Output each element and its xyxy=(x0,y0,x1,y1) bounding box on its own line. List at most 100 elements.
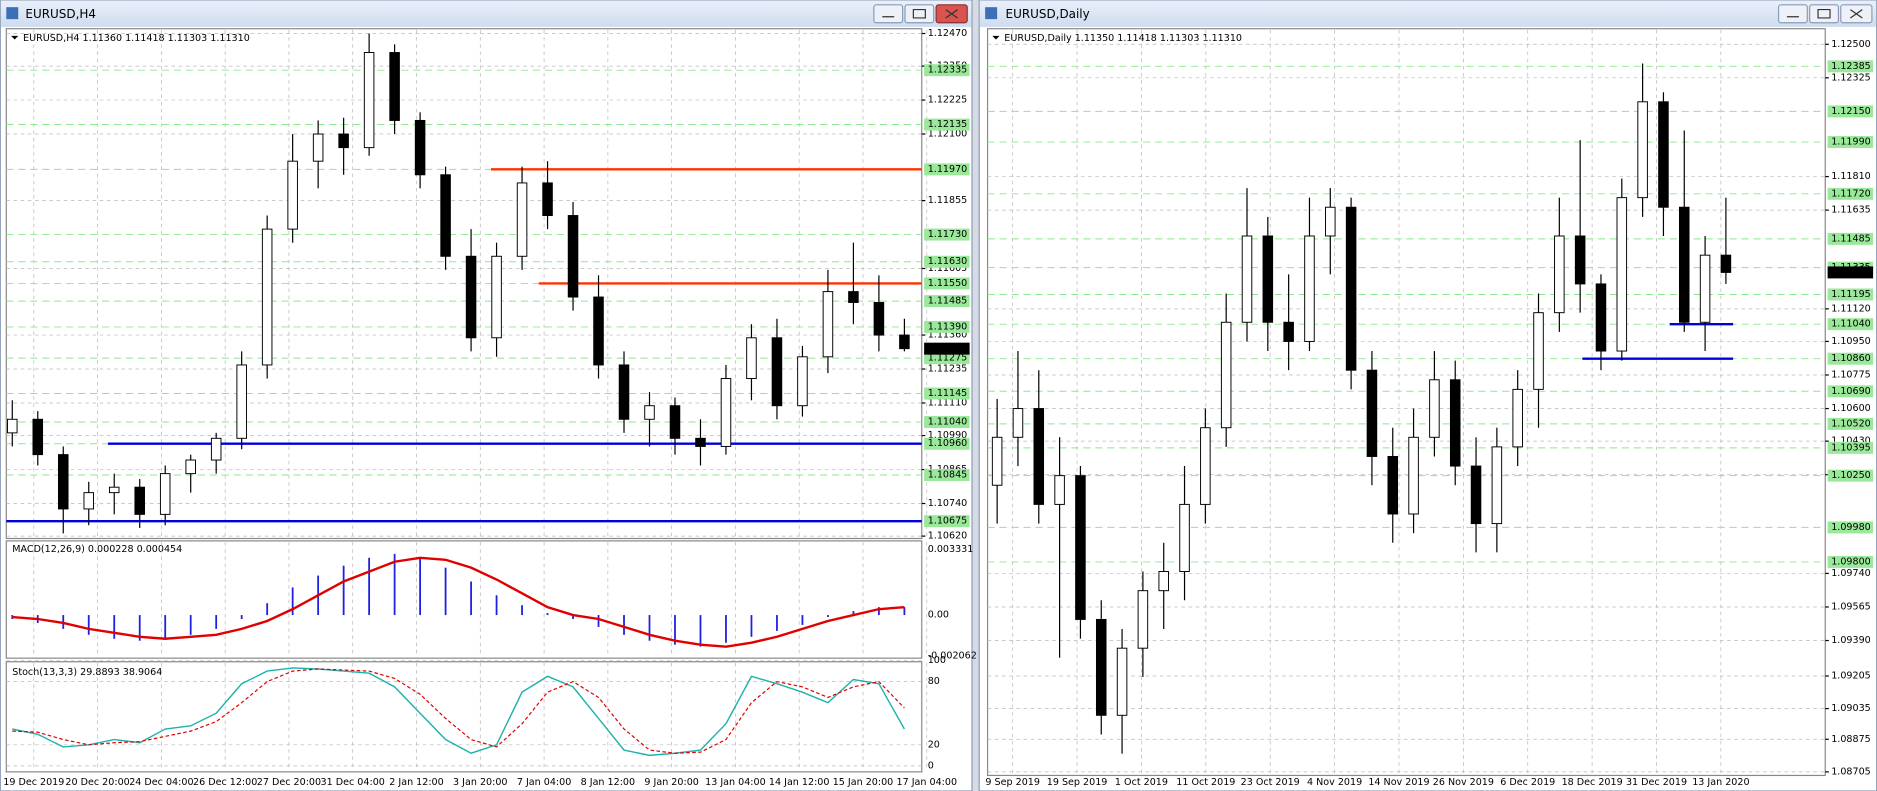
level-label: 1.11485 xyxy=(1831,233,1871,244)
level-label: 1.11485 xyxy=(928,296,968,307)
level-tag xyxy=(1827,385,1874,398)
candle-body xyxy=(363,52,375,149)
price-tick-label: 1.12225 xyxy=(928,95,968,106)
level-label: 1.10675 xyxy=(928,516,968,527)
stoch-axis-label: 100 xyxy=(928,655,946,666)
candle-body xyxy=(593,296,604,366)
candle-body xyxy=(1262,235,1274,323)
window-icon xyxy=(6,7,19,20)
candle-body xyxy=(516,182,528,257)
macd-axis-label: 0.00 xyxy=(928,610,949,621)
time-label: 23 Oct 2019 xyxy=(1241,777,1300,788)
level-label: 1.11275 xyxy=(928,353,968,364)
candle-body xyxy=(1283,321,1294,342)
price-tick-label: 1.10950 xyxy=(1831,336,1871,347)
level-label: 1.11550 xyxy=(928,278,968,289)
price-tick-label: 1.09205 xyxy=(1831,670,1871,681)
candle-body xyxy=(1387,455,1399,515)
level-tag xyxy=(1827,232,1874,245)
price-tick-label: 1.08875 xyxy=(1831,734,1871,745)
window-icon xyxy=(985,7,998,20)
level-label: 1.11630 xyxy=(928,256,968,267)
time-label: 6 Dec 2019 xyxy=(1500,777,1555,788)
stoch-pane xyxy=(5,661,923,773)
candle-body xyxy=(261,228,273,366)
title-bar xyxy=(0,0,972,27)
candle-body xyxy=(159,473,171,515)
time-label: 9 Jan 20:00 xyxy=(644,777,698,788)
maximize-button[interactable] xyxy=(904,4,935,24)
macd-axis-label: 0.003331 xyxy=(928,544,974,555)
time-label: 2 Jan 12:00 xyxy=(389,777,443,788)
time-label: 15 Jan 20:00 xyxy=(833,777,894,788)
symbol-info: EURUSD,Daily 1.11350 1.11418 1.11303 1.1… xyxy=(1004,33,1242,44)
time-label: 13 Jan 2020 xyxy=(1692,777,1749,788)
window xyxy=(0,0,973,791)
level-label: 1.12335 xyxy=(928,65,968,76)
time-label: 20 Dec 20:00 xyxy=(65,777,129,788)
window-title: EURUSD,Daily xyxy=(1006,7,1090,21)
symbol-info: EURUSD,H4 1.11360 1.11418 1.11303 1.1131… xyxy=(23,33,250,44)
time-label: 26 Nov 2019 xyxy=(1433,777,1494,788)
candle-body xyxy=(1470,465,1482,525)
time-label: 17 Jan 04:00 xyxy=(896,777,957,788)
level-label: 1.11730 xyxy=(928,229,968,240)
candle-body xyxy=(1491,446,1503,525)
candle-body xyxy=(236,364,247,439)
price-tick-label: 1.12325 xyxy=(1831,72,1871,83)
current-price-label: 1.11310 xyxy=(928,343,968,354)
candle-body xyxy=(1658,101,1669,208)
price-tick-label: 1.11360 xyxy=(928,330,968,341)
level-label: 1.09800 xyxy=(1831,556,1871,567)
minimize-button[interactable] xyxy=(873,4,904,24)
candle-body xyxy=(1449,379,1461,467)
time-label: 8 Jan 12:00 xyxy=(581,777,635,788)
current-price-label: 1.11310 xyxy=(1831,267,1871,278)
maximize-button[interactable] xyxy=(1809,4,1839,24)
candle-body xyxy=(1699,254,1711,323)
menu-arrow[interactable] xyxy=(11,35,19,40)
candle-body xyxy=(1408,436,1419,515)
level-tag xyxy=(924,387,970,400)
candle-body xyxy=(1574,235,1586,285)
candle-body xyxy=(1116,647,1128,716)
candle-body xyxy=(991,436,1003,486)
level-label: 1.10520 xyxy=(1831,418,1871,429)
candle-body xyxy=(83,492,95,510)
minimize-button[interactable] xyxy=(1777,4,1808,24)
level-tag xyxy=(1827,555,1874,568)
candle-body xyxy=(899,334,910,350)
candle-body xyxy=(185,459,196,475)
level-label: 1.10845 xyxy=(928,469,968,480)
candle-body xyxy=(1200,427,1211,505)
candle-body xyxy=(542,182,553,217)
menu-arrow[interactable] xyxy=(992,35,1000,40)
current-price-tag xyxy=(1827,266,1874,279)
level-tag xyxy=(1827,521,1874,534)
price-tick-label: 1.11120 xyxy=(1831,303,1871,314)
level-tag xyxy=(924,277,970,290)
title-bar xyxy=(979,0,1877,27)
time-label: 27 Dec 20:00 xyxy=(257,777,321,788)
level-tag xyxy=(924,352,970,365)
price-tick-label: 1.11635 xyxy=(1831,205,1871,216)
candle-body xyxy=(1012,408,1024,438)
level-label: 1.11970 xyxy=(928,164,968,175)
main-pane xyxy=(986,28,1826,777)
level-label: 1.11990 xyxy=(1831,137,1871,148)
candle-body xyxy=(1554,235,1565,314)
level-tag xyxy=(924,515,970,528)
level-tag xyxy=(924,255,970,268)
price-tick-label: 1.11235 xyxy=(928,364,968,375)
level-tag xyxy=(1827,187,1874,200)
candle-body xyxy=(1241,235,1253,323)
button-glyphs xyxy=(1786,8,1863,19)
level-tag xyxy=(1827,352,1874,365)
window xyxy=(978,0,1877,791)
time-label: 11 Oct 2019 xyxy=(1176,777,1235,788)
price-tick-label: 1.10775 xyxy=(1831,369,1871,380)
candle-body xyxy=(1679,206,1690,323)
candle-body xyxy=(771,337,783,407)
macd-pane xyxy=(5,540,923,659)
candle-body xyxy=(414,119,426,176)
